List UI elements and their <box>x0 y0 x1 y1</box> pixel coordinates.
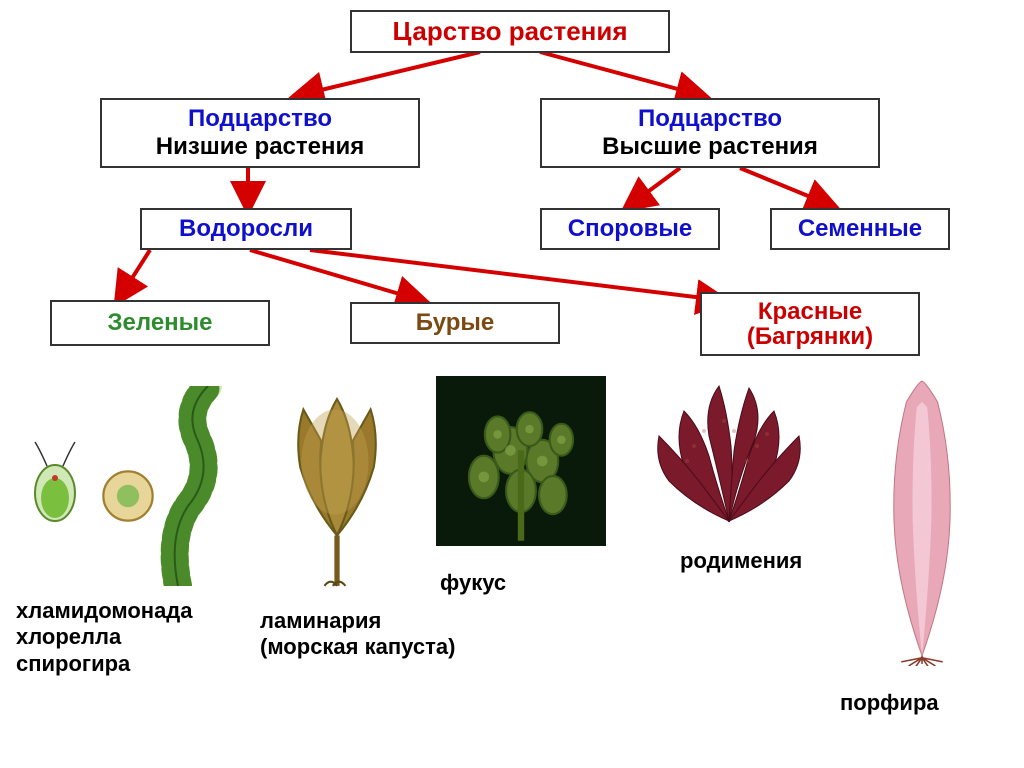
red-text-1: Красные <box>758 299 862 324</box>
kingdom-box: Царство растения <box>350 10 670 53</box>
spore-box: Споровые <box>540 208 720 250</box>
seed-box: Семенные <box>770 208 950 250</box>
red-text-2: (Багрянки) <box>747 324 873 349</box>
subkingdom-higher-box: Подцарство Высшие растения <box>540 98 880 168</box>
green-algae-caption: хламидомонада хлорелла спирогира <box>16 598 193 677</box>
rodimenia-caption: родимения <box>680 548 802 574</box>
subkingdom-lower-box: Подцарство Низшие растения <box>100 98 420 168</box>
caption-line: хлорелла <box>16 624 193 650</box>
laminaria-caption: ламинария (морская капуста) <box>260 608 455 661</box>
subkingdom-lower-detail: Низшие растения <box>156 133 365 161</box>
caption-line: (морская капуста) <box>260 634 455 660</box>
green-text: Зеленые <box>108 309 213 337</box>
caption-text: порфира <box>840 690 939 715</box>
chlamydomonas-image <box>22 438 88 528</box>
fucus-image <box>436 376 606 546</box>
red-algae-box: Красные (Багрянки) <box>700 292 920 356</box>
porphyra-image <box>862 376 982 666</box>
caption-text: фукус <box>440 570 506 595</box>
fucus-caption: фукус <box>440 570 506 596</box>
algae-box: Водоросли <box>140 208 352 250</box>
spirogyra-image <box>148 386 248 586</box>
rodimenia-image <box>634 376 824 526</box>
kingdom-text: Царство растения <box>392 16 627 47</box>
seed-text: Семенные <box>798 215 922 243</box>
brown-algae-box: Бурые <box>350 302 560 344</box>
spore-text: Споровые <box>568 215 692 243</box>
subkingdom-word: Подцарство <box>638 105 782 133</box>
caption-line: спирогира <box>16 651 193 677</box>
subkingdom-word: Подцарство <box>188 105 332 133</box>
laminaria-image <box>262 378 412 588</box>
porphyra-caption: порфира <box>840 690 939 716</box>
caption-text: родимения <box>680 548 802 573</box>
subkingdom-higher-detail: Высшие растения <box>602 133 818 161</box>
brown-text: Бурые <box>416 309 494 337</box>
green-algae-box: Зеленые <box>50 300 270 346</box>
caption-line: хламидомонада <box>16 598 193 624</box>
caption-line: ламинария <box>260 608 455 634</box>
algae-text: Водоросли <box>179 215 313 243</box>
